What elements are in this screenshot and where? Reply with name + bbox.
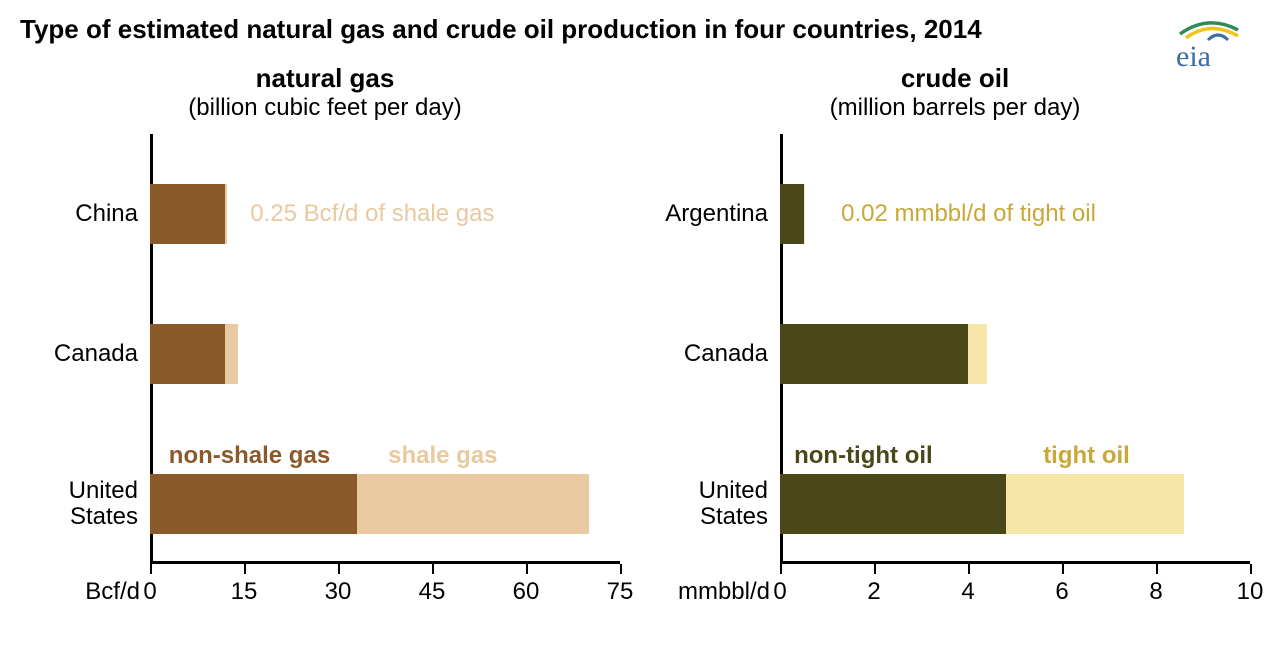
gas-tick-label: 60 [513, 578, 540, 606]
panel-crude-oil: crude oil(million barrels per day) Argent… [660, 63, 1250, 564]
oil-panel-title: crude oil [660, 63, 1250, 94]
oil-tick [780, 564, 782, 574]
gas-bar-secondary [225, 184, 227, 244]
gas-category-label: China [30, 201, 150, 227]
oil-bar-primary [780, 324, 968, 384]
gas-tick-label: 75 [607, 578, 634, 606]
oil-bar-row: UnitedStates [660, 474, 1184, 534]
gas-bar-secondary [357, 474, 589, 534]
gas-bar-primary [150, 324, 225, 384]
gas-panel-header: natural gas(billion cubic feet per day) [30, 63, 620, 122]
gas-bar-row: Canada [30, 324, 238, 384]
oil-bar-secondary [968, 324, 987, 384]
panels-container: natural gas(billion cubic feet per day) C… [20, 63, 1258, 564]
gas-segment-label-secondary: shale gas [388, 442, 497, 470]
gas-bar-secondary [225, 324, 238, 384]
gas-panel-title: natural gas [30, 63, 620, 94]
oil-segment-label-secondary: tight oil [1043, 442, 1130, 470]
oil-tick-label: 2 [867, 578, 880, 606]
gas-tick-label: 45 [419, 578, 446, 606]
gas-tick-label: 15 [231, 578, 258, 606]
gas-x-axis [150, 561, 620, 564]
oil-tick-label: 6 [1055, 578, 1068, 606]
oil-panel-header: crude oil(million barrels per day) [660, 63, 1250, 122]
oil-tick [1156, 564, 1158, 574]
gas-category-label: Canada [30, 341, 150, 367]
gas-tick [526, 564, 528, 574]
oil-category-label: Argentina [660, 201, 780, 227]
oil-tick-label: 4 [961, 578, 974, 606]
oil-panel-subtitle: (million barrels per day) [660, 94, 1250, 122]
gas-bar-row: UnitedStates [30, 474, 589, 534]
oil-bar-secondary [1006, 474, 1185, 534]
oil-tick-label: 0 [773, 578, 786, 606]
gas-category-label: UnitedStates [30, 478, 150, 531]
oil-tick [1250, 564, 1252, 574]
oil-bar-row: Canada [660, 324, 987, 384]
panel-natural-gas: natural gas(billion cubic feet per day) C… [30, 63, 620, 564]
oil-bar-secondary [804, 184, 805, 244]
oil-tick-label: 8 [1149, 578, 1162, 606]
gas-tick-label: 0 [143, 578, 156, 606]
oil-bar-primary [780, 474, 1006, 534]
oil-tick [874, 564, 876, 574]
oil-bar-primary [780, 184, 804, 244]
gas-unit-label: Bcf/d [20, 578, 140, 606]
oil-tick-label: 10 [1237, 578, 1264, 606]
oil-category-label: UnitedStates [660, 478, 780, 531]
oil-annotation: 0.02 mmbbl/d of tight oil [841, 200, 1096, 228]
oil-unit-label: mmbbl/d [650, 578, 770, 606]
oil-tick [968, 564, 970, 574]
gas-tick [150, 564, 152, 574]
oil-plot-area: Argentina Canada UnitedStates 0.02 mmbbl/d … [660, 134, 1250, 564]
gas-tick [244, 564, 246, 574]
gas-tick-label: 30 [325, 578, 352, 606]
gas-bar-row: China [30, 184, 227, 244]
oil-tick [1062, 564, 1064, 574]
gas-plot-area: China Canada UnitedStates 0.25 Bcf/d of sha… [30, 134, 620, 564]
gas-segment-label-primary: non-shale gas [169, 442, 330, 470]
oil-x-axis [780, 561, 1250, 564]
oil-segment-label-primary: non-tight oil [794, 442, 933, 470]
gas-tick [620, 564, 622, 574]
chart-title: Type of estimated natural gas and crude … [20, 14, 1258, 45]
gas-bar-primary [150, 184, 225, 244]
gas-tick [432, 564, 434, 574]
gas-bar-primary [150, 474, 357, 534]
gas-annotation: 0.25 Bcf/d of shale gas [250, 200, 494, 228]
oil-bar-row: Argentina [660, 184, 804, 244]
oil-category-label: Canada [660, 341, 780, 367]
gas-panel-subtitle: (billion cubic feet per day) [30, 94, 620, 122]
gas-tick [338, 564, 340, 574]
